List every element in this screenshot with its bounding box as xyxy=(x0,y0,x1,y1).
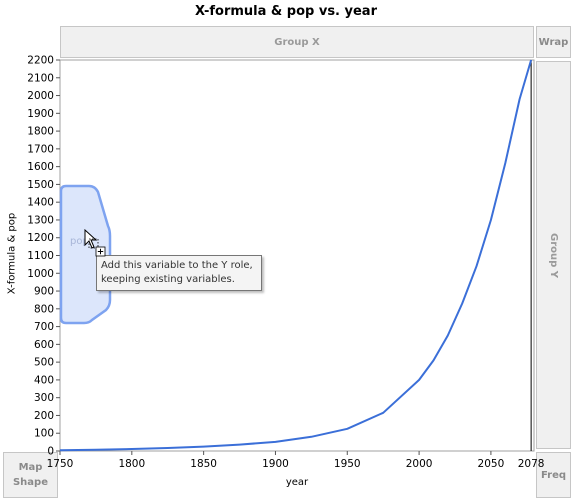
y-tick-label: 1100 xyxy=(27,250,54,262)
group-x-label: Group X xyxy=(274,36,320,48)
y-tick-label: 0 xyxy=(47,446,54,458)
y-tick-label: 2100 xyxy=(27,72,54,84)
y-tick-label: 1200 xyxy=(27,232,54,244)
y-tick-label: 1300 xyxy=(27,214,54,226)
tooltip-line1: Add this variable to the Y role, xyxy=(101,260,253,271)
map-shape-drop-zone[interactable]: Map Shape xyxy=(3,452,58,498)
y-tick-label: 1900 xyxy=(27,108,54,120)
y-tick-label: 1600 xyxy=(27,161,54,173)
chart-series xyxy=(59,59,533,452)
x-tick-label: 2000 xyxy=(406,458,433,470)
x-tick-label: 1900 xyxy=(262,458,289,470)
freq-drop-zone[interactable]: Freq xyxy=(536,452,571,498)
y-tick-label: 800 xyxy=(34,303,54,315)
y-tick-label: 1700 xyxy=(27,143,54,155)
freq-label: Freq xyxy=(540,469,567,481)
y-tick-label: 400 xyxy=(34,374,54,386)
map-shape-label-line2: Shape xyxy=(12,477,48,488)
x-tick-label: 1800 xyxy=(118,458,145,470)
y-tick-label: 2000 xyxy=(27,90,54,102)
tooltip-line2: keeping existing variables. xyxy=(101,274,235,285)
group-y-drop-zone[interactable]: Group Y xyxy=(536,61,571,449)
wrap-label: Wrap xyxy=(538,36,569,48)
x-tick-label: 1850 xyxy=(190,458,217,470)
dragged-variable-label: pop xyxy=(70,236,89,247)
wrap-drop-zone[interactable]: Wrap xyxy=(536,26,571,58)
arrow-cursor-with-plus-icon xyxy=(84,229,106,257)
x-tick-label: 1950 xyxy=(334,458,361,470)
x-tick-label: 2050 xyxy=(478,458,505,470)
y-tick-label: 1800 xyxy=(27,126,54,138)
group-x-drop-zone[interactable]: Group X xyxy=(60,26,534,58)
x-tick-label: 1750 xyxy=(47,458,74,470)
map-shape-label-line1: Map xyxy=(18,462,43,473)
y-tick-label: 900 xyxy=(34,286,54,298)
y-tick-label: 200 xyxy=(34,410,54,422)
y-tick-label: 100 xyxy=(34,428,54,440)
y-tick-label: 700 xyxy=(34,321,54,333)
y-tick-label: 500 xyxy=(34,357,54,369)
y-tick-label: 600 xyxy=(34,339,54,351)
reference-line-label: 2078 xyxy=(518,458,545,470)
y-tick-label: 1400 xyxy=(27,197,54,209)
x-axis-label[interactable]: year xyxy=(285,477,309,488)
y-tick-label: 1500 xyxy=(27,179,54,191)
y-tick-label: 1000 xyxy=(27,268,54,280)
y-tick-label: 300 xyxy=(34,392,54,404)
chart-title: X-formula & pop vs. year xyxy=(195,4,377,19)
series-line xyxy=(59,59,533,452)
drop-tooltip: Add this variable to the Y role, keeping… xyxy=(96,255,262,291)
y-tick-label: 2200 xyxy=(27,55,54,67)
